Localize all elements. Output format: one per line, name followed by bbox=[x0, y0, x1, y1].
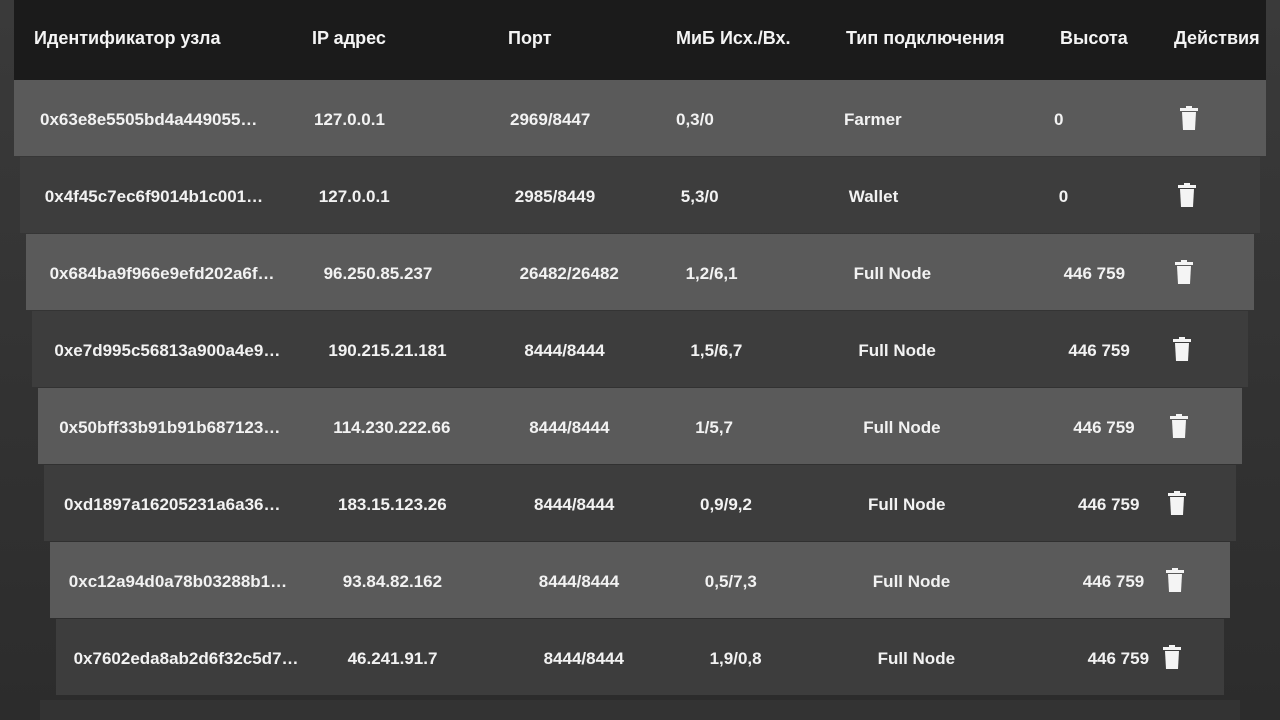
height-cell: 0 bbox=[1058, 187, 1069, 206]
trash-icon[interactable] bbox=[1177, 183, 1196, 207]
node-id-cell: 0x4f45c7ec6f9014b1c001… bbox=[44, 187, 264, 206]
trash-icon[interactable] bbox=[1175, 260, 1194, 284]
table-row: 0x50bff33b91b91b687123… 114.230.222.66 844… bbox=[38, 388, 1242, 464]
connection-type-cell: Wallet bbox=[848, 187, 899, 206]
table-row: 0xe7d995c56813a900a4e9… 190.215.21.181 844… bbox=[32, 311, 1248, 387]
port-cell: 26482/26482 bbox=[519, 264, 619, 283]
mib-cell: 0,5/7,3 bbox=[704, 572, 757, 591]
mib-cell: 1,2/6,1 bbox=[685, 264, 738, 283]
mib-cell: 1/5,7 bbox=[695, 418, 733, 437]
ip-cell: 183.15.123.26 bbox=[338, 495, 447, 514]
height-cell: 446 759 bbox=[1063, 264, 1126, 283]
port-cell: 2969/8447 bbox=[510, 110, 591, 129]
node-id-cell: 0xd1897a16205231a6a36… bbox=[64, 495, 281, 514]
header-port[interactable]: Порт bbox=[508, 28, 552, 48]
table-row: 0xc12a94d0a78b03288b1… 93.84.82.162 8444/8… bbox=[50, 542, 1230, 618]
ip-cell: 46.241.91.7 bbox=[347, 649, 438, 668]
header-ip[interactable]: IP адрес bbox=[312, 28, 386, 48]
height-cell: 446 759 bbox=[1078, 495, 1140, 514]
ip-cell: 114.230.222.66 bbox=[333, 418, 451, 437]
table-row: 0x684ba9f966e9efd202a6f… 96.250.85.237 264… bbox=[26, 234, 1254, 310]
connection-type-cell: Farmer bbox=[844, 110, 902, 129]
connection-type-cell: Full Node bbox=[858, 341, 936, 360]
table-row: 0x4f45c7ec6f9014b1c001… 127.0.0.1 2985/844… bbox=[20, 157, 1260, 233]
node-id-cell: 0x50bff33b91b91b687123… bbox=[59, 418, 281, 437]
port-cell: 8444/8444 bbox=[534, 495, 615, 514]
node-id-cell: 0x7602eda8ab2d6f32c5d7… bbox=[73, 649, 299, 668]
port-cell: 8444/8444 bbox=[538, 572, 620, 591]
height-cell: 446 759 bbox=[1082, 572, 1145, 591]
ip-cell: 93.84.82.162 bbox=[342, 572, 443, 591]
node-id-cell: 0xe7d995c56813a900a4e9… bbox=[54, 341, 281, 360]
table-row-partial bbox=[40, 700, 1240, 720]
port-cell: 8444/8444 bbox=[543, 649, 624, 668]
port-cell: 2985/8449 bbox=[514, 187, 596, 206]
height-cell: 446 759 bbox=[1073, 418, 1135, 437]
mib-cell: 5,3/0 bbox=[680, 187, 719, 206]
header-mib[interactable]: МиБ Исх./Вх. bbox=[676, 28, 791, 48]
trash-icon[interactable] bbox=[1163, 645, 1182, 669]
node-id-cell: 0x63e8e5505bd4a449055… bbox=[40, 110, 258, 129]
connection-type-cell: Full Node bbox=[863, 418, 941, 437]
header-connection-type[interactable]: Тип подключения bbox=[846, 28, 1005, 48]
mib-cell: 0,9/9,2 bbox=[700, 495, 752, 514]
trash-icon[interactable] bbox=[1170, 414, 1189, 438]
header-actions: Действия bbox=[1174, 28, 1260, 48]
trash-icon[interactable] bbox=[1180, 106, 1198, 130]
height-cell: 0 bbox=[1054, 110, 1064, 129]
trash-icon[interactable] bbox=[1165, 568, 1184, 592]
connection-type-cell: Full Node bbox=[868, 495, 946, 514]
mib-cell: 0,3/0 bbox=[676, 110, 714, 129]
ip-cell: 127.0.0.1 bbox=[314, 110, 385, 129]
mib-cell: 1,9/0,8 bbox=[709, 649, 762, 668]
ip-cell: 127.0.0.1 bbox=[318, 187, 390, 206]
table-header: Идентификатор узла IP адрес Порт МиБ Исх… bbox=[14, 0, 1266, 80]
connection-type-cell: Full Node bbox=[853, 264, 932, 283]
connection-type-cell: Full Node bbox=[872, 572, 951, 591]
ip-cell: 96.250.85.237 bbox=[323, 264, 433, 283]
trash-icon[interactable] bbox=[1172, 337, 1191, 361]
height-cell: 446 759 bbox=[1087, 649, 1150, 668]
port-cell: 8444/8444 bbox=[524, 341, 605, 360]
trash-icon[interactable] bbox=[1168, 491, 1186, 515]
port-cell: 8444/8444 bbox=[529, 418, 610, 437]
connection-type-cell: Full Node bbox=[877, 649, 956, 668]
mib-cell: 1,5/6,7 bbox=[690, 341, 743, 360]
table-row: 0x7602eda8ab2d6f32c5d7… 46.241.91.7 8444/8… bbox=[56, 619, 1224, 695]
ip-cell: 190.215.21.181 bbox=[328, 341, 447, 360]
header-height[interactable]: Высота bbox=[1060, 28, 1128, 48]
table-row: 0x63e8e5505bd4a449055… 127.0.0.1 2969/8447… bbox=[14, 80, 1266, 156]
height-cell: 446 759 bbox=[1068, 341, 1130, 360]
header-node-id[interactable]: Идентификатор узла bbox=[34, 28, 221, 48]
table-row: 0xd1897a16205231a6a36… 183.15.123.26 8444/… bbox=[44, 465, 1236, 541]
node-id-cell: 0xc12a94d0a78b03288b1… bbox=[68, 572, 288, 591]
node-id-cell: 0x684ba9f966e9efd202a6f… bbox=[49, 264, 275, 283]
